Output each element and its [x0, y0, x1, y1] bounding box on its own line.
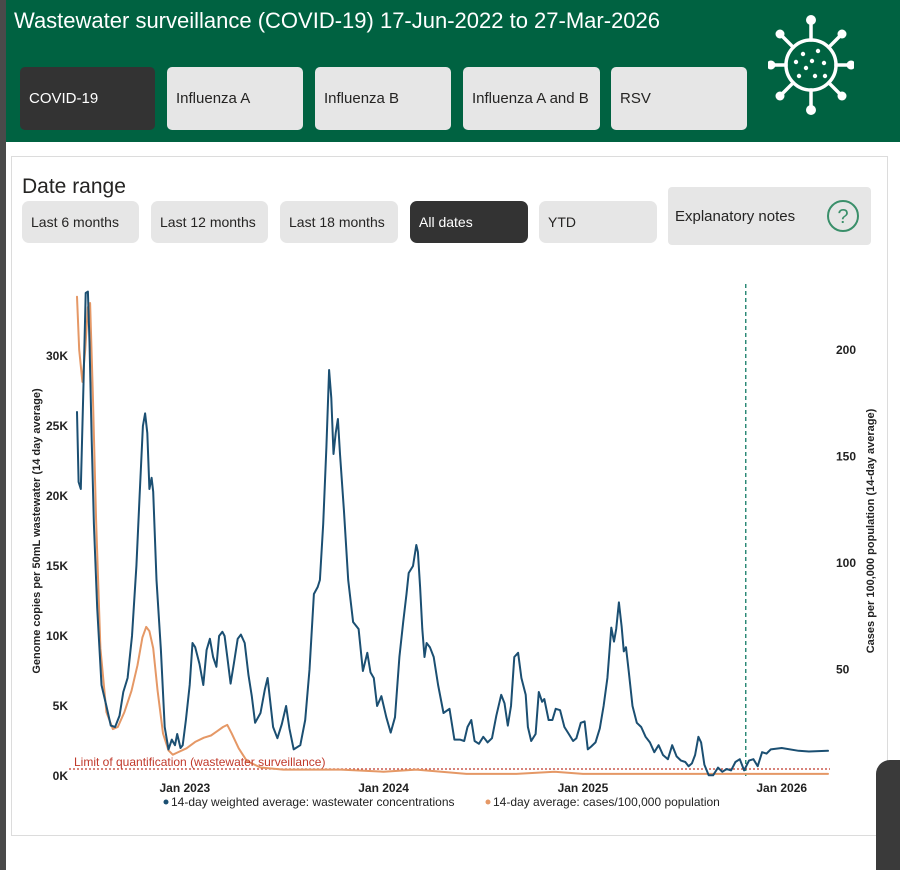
limit-of-quantification-label: Limit of quantification (wastewater surv… [74, 755, 325, 769]
legend-label-wastewater: 14-day weighted average: wastewater conc… [171, 795, 455, 809]
legend-marker-wastewater [163, 799, 169, 805]
last-12-months-button[interactable]: Last 12 months [151, 201, 268, 243]
x-tick-label: Jan 2023 [159, 781, 210, 795]
button-label: Last 12 months [160, 214, 256, 230]
button-label: Last 18 months [289, 214, 385, 230]
y-left-tick-label: 20K [46, 489, 68, 503]
explanatory-notes-button[interactable]: Explanatory notes ? [668, 187, 871, 245]
tab-covid-19[interactable]: COVID-19 [20, 67, 155, 130]
scroll-handle[interactable] [876, 760, 900, 870]
tab-label: RSV [620, 90, 651, 107]
y-left-tick-label: 25K [46, 419, 68, 433]
window-edge [0, 0, 6, 870]
all-dates-button[interactable]: All dates [410, 201, 528, 243]
tab-label: Influenza A and B [472, 90, 589, 107]
wastewater-series-line [76, 290, 829, 777]
date-range-title: Date range [22, 175, 126, 198]
tab-influenza-a-and-b[interactable]: Influenza A and B [463, 67, 600, 130]
x-tick-label: Jan 2024 [358, 781, 409, 795]
explanatory-notes-label: Explanatory notes [675, 208, 796, 225]
y-left-tick-label: 5K [53, 699, 69, 713]
question-mark-icon: ? [827, 200, 859, 232]
svg-text:?: ? [837, 206, 848, 228]
y-right-tick-label: 200 [836, 343, 856, 357]
y-right-tick-label: 150 [836, 449, 856, 463]
y-left-tick-label: 0K [53, 769, 69, 783]
content-panel [11, 156, 888, 836]
y-right-tick-label: 50 [836, 662, 850, 676]
tab-rsv[interactable]: RSV [611, 67, 747, 130]
tab-label: Influenza B [324, 90, 400, 107]
y-right-axis-title: Cases per 100,000 population (14-day ave… [865, 408, 877, 653]
ytd-button[interactable]: YTD [539, 201, 657, 243]
tab-label: COVID-19 [29, 90, 99, 107]
button-label: YTD [548, 214, 576, 230]
tab-influenza-a[interactable]: Influenza A [167, 67, 303, 130]
y-left-tick-label: 30K [46, 349, 68, 363]
button-label: All dates [419, 214, 473, 230]
legend-label-cases: 14-day average: cases/100,000 population [493, 795, 720, 809]
tab-influenza-b[interactable]: Influenza B [315, 67, 451, 130]
last-18-months-button[interactable]: Last 18 months [280, 201, 398, 243]
y-right-tick-label: 100 [836, 556, 856, 570]
last-6-months-button[interactable]: Last 6 months [22, 201, 139, 243]
y-left-tick-label: 15K [46, 559, 68, 573]
page-title: Wastewater surveillance (COVID-19) 17-Ju… [14, 8, 661, 33]
legend-marker-cases [485, 799, 491, 805]
button-label: Last 6 months [31, 214, 119, 230]
y-left-axis-title: Genome copies per 50mL wastewater (14 da… [31, 388, 43, 674]
cases-series-line [76, 295, 829, 775]
y-left-tick-label: 10K [46, 629, 68, 643]
x-tick-label: Jan 2026 [756, 781, 807, 795]
virus-icon [768, 15, 854, 115]
tab-label: Influenza A [176, 90, 251, 107]
x-tick-label: Jan 2025 [558, 781, 609, 795]
